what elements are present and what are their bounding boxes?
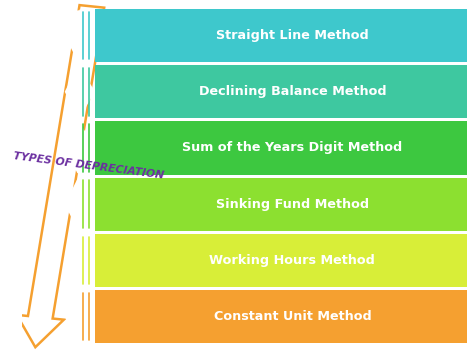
Polygon shape bbox=[95, 65, 467, 119]
Polygon shape bbox=[95, 290, 467, 343]
Polygon shape bbox=[65, 121, 95, 174]
Polygon shape bbox=[95, 234, 467, 287]
Text: Declining Balance Method: Declining Balance Method bbox=[199, 85, 386, 98]
Polygon shape bbox=[95, 121, 467, 175]
Text: Working Hours Method: Working Hours Method bbox=[210, 254, 375, 267]
Polygon shape bbox=[65, 65, 95, 118]
Text: Straight Line Method: Straight Line Method bbox=[216, 29, 369, 42]
Text: Sinking Fund Method: Sinking Fund Method bbox=[216, 198, 369, 211]
Polygon shape bbox=[65, 9, 95, 62]
Text: TYPES OF DEPRECIATION: TYPES OF DEPRECIATION bbox=[12, 151, 164, 181]
Polygon shape bbox=[95, 9, 467, 62]
Polygon shape bbox=[95, 178, 467, 231]
Polygon shape bbox=[65, 178, 95, 231]
Text: Sum of the Years Digit Method: Sum of the Years Digit Method bbox=[182, 142, 402, 154]
Text: Constant Unit Method: Constant Unit Method bbox=[214, 310, 371, 323]
Polygon shape bbox=[65, 234, 95, 287]
Polygon shape bbox=[65, 290, 95, 343]
